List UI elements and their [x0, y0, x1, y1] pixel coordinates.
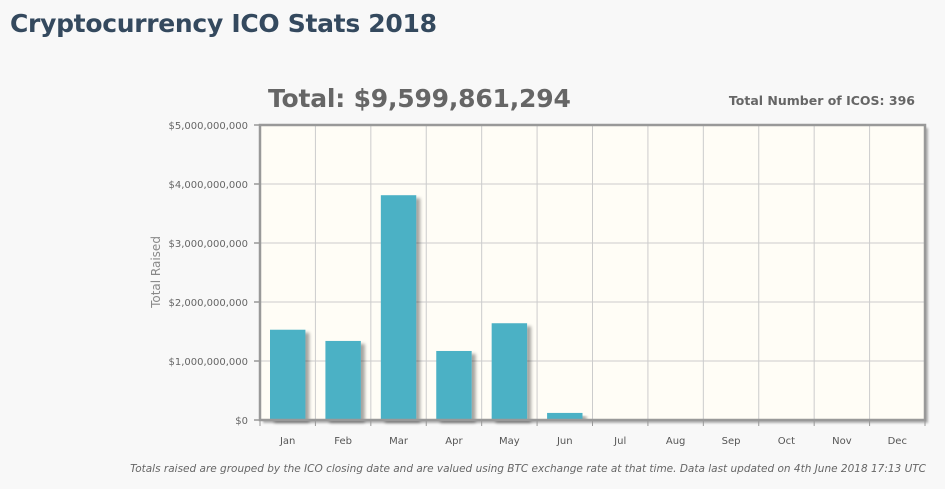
- bar-jun[interactable]: [547, 412, 583, 420]
- x-tick-label: May: [499, 436, 520, 447]
- x-tick-label: Jun: [556, 436, 573, 447]
- x-tick-label: Apr: [445, 436, 463, 447]
- bar-feb[interactable]: [325, 340, 361, 420]
- bar-mar[interactable]: [380, 195, 417, 420]
- y-tick-label: $3,000,000,000: [168, 239, 248, 250]
- bars: [270, 195, 583, 420]
- y-tick-label: $0: [235, 416, 248, 427]
- y-tick-label: $4,000,000,000: [168, 180, 248, 191]
- y-axis-label: Total Raised: [149, 236, 163, 309]
- x-tick-label: Jul: [613, 436, 626, 447]
- x-tick-label: Aug: [666, 436, 686, 447]
- x-tick-label: Nov: [832, 436, 852, 447]
- y-tick-label: $2,000,000,000: [168, 298, 248, 309]
- y-tick-label: $1,000,000,000: [168, 357, 248, 368]
- y-axis: $0 $1,000,000,000 $2,000,000,000 $3,000,000…: [168, 121, 260, 427]
- y-tick-label: $5,000,000,000: [168, 121, 248, 132]
- x-tick-label: Sep: [722, 436, 741, 447]
- x-tick-label: Feb: [334, 436, 352, 447]
- bar-may[interactable]: [491, 323, 528, 420]
- x-axis: Jan Feb Mar Apr May Jun Jul Aug Sep Oct Nov Dec: [259, 420, 926, 447]
- x-tick-label: Oct: [778, 436, 795, 447]
- gridlines: [260, 125, 925, 420]
- total-raised-label: Total: $9,599,861,294: [268, 84, 571, 113]
- x-tick-label: Mar: [389, 436, 409, 447]
- bar-apr[interactable]: [436, 350, 472, 420]
- footnote: Totals raised are grouped by the ICO clo…: [130, 463, 926, 475]
- x-tick-label: Dec: [888, 436, 907, 447]
- ico-count-label: Total Number of ICOS: 396: [728, 93, 915, 108]
- bar-jan[interactable]: [270, 329, 306, 420]
- page-title: Cryptocurrency ICO Stats 2018: [10, 9, 437, 38]
- x-tick-label: Jan: [279, 436, 295, 447]
